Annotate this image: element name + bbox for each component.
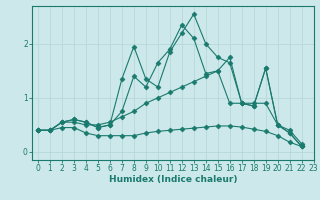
X-axis label: Humidex (Indice chaleur): Humidex (Indice chaleur) xyxy=(108,175,237,184)
